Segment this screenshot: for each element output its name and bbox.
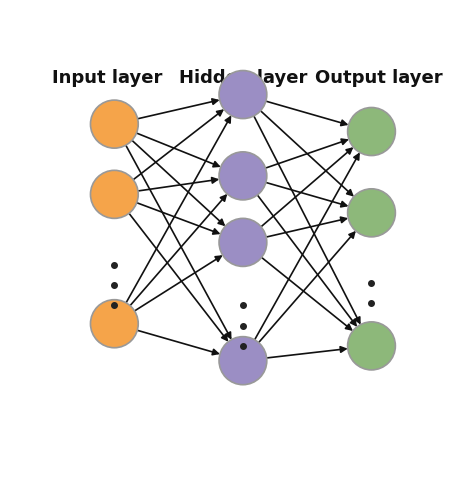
- Circle shape: [219, 218, 267, 266]
- Text: Hidden layer: Hidden layer: [179, 69, 307, 87]
- Text: Output layer: Output layer: [315, 69, 443, 87]
- Circle shape: [347, 189, 395, 237]
- Circle shape: [347, 322, 395, 370]
- Circle shape: [347, 108, 395, 156]
- Text: Input layer: Input layer: [52, 69, 162, 87]
- Circle shape: [91, 170, 138, 218]
- Circle shape: [219, 152, 267, 200]
- Circle shape: [219, 336, 267, 384]
- Circle shape: [91, 300, 138, 348]
- Circle shape: [219, 71, 267, 119]
- Circle shape: [91, 100, 138, 148]
